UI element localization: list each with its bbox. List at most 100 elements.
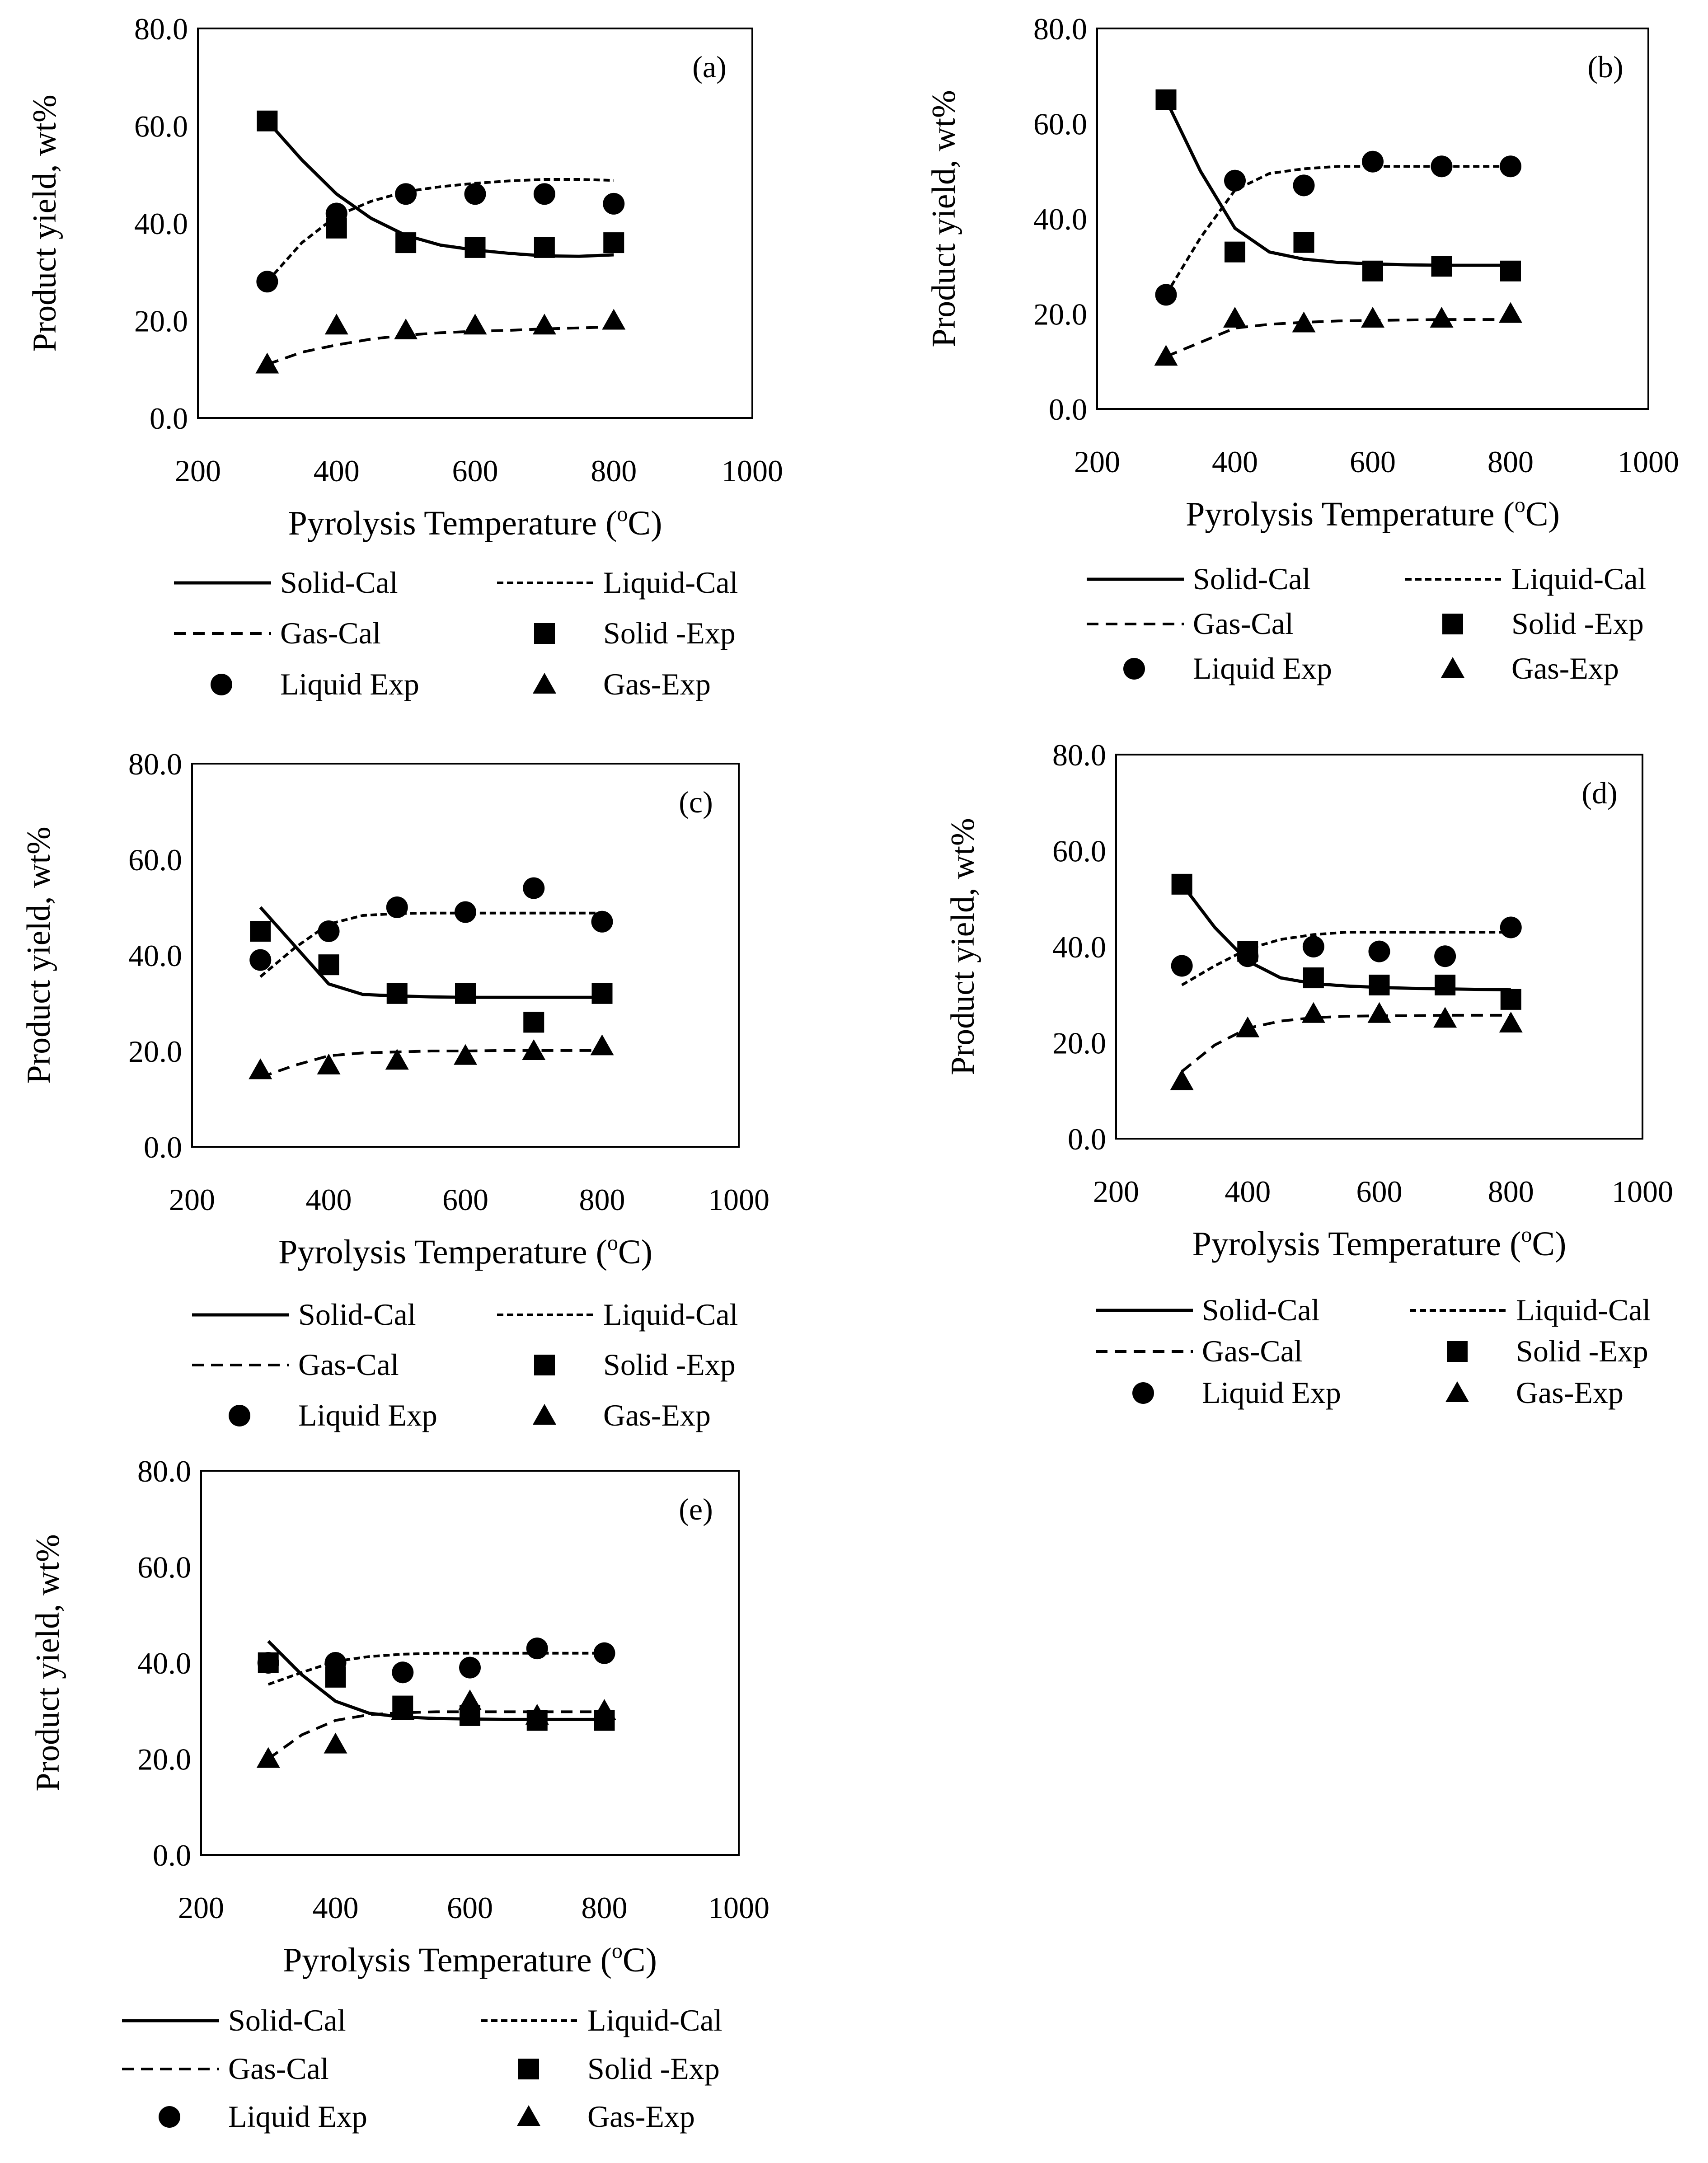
legend-liquid-exp-swatch — [159, 2106, 180, 2128]
legend-solid-cal-label: Solid-Cal — [228, 2003, 346, 2037]
solid-exp-point — [603, 232, 624, 253]
legend-solid-exp-label: Solid -Exp — [1511, 606, 1644, 641]
gas-exp-point — [1430, 307, 1454, 328]
gas-exp-point — [324, 1732, 347, 1754]
x-tick-label: 600 — [442, 1182, 488, 1217]
legend-liquid-exp-swatch — [1132, 1382, 1154, 1404]
legend-gas-exp-swatch — [517, 2105, 540, 2126]
legend-gas-exp-swatch — [533, 673, 556, 694]
liquid-exp-point — [1431, 155, 1453, 178]
chart-panel: 0.0 20.0 40.0 60.0 80.0 200 400 600 800 1000 (d) Pr… — [944, 738, 1673, 1410]
gas-exp-point — [1499, 1012, 1523, 1032]
legend-gas-cal-label: Gas-Cal — [280, 616, 381, 650]
gas-exp-point — [249, 1058, 272, 1079]
y-tick-label: 20.0 — [1052, 1026, 1106, 1060]
gas-exp-point — [256, 1747, 280, 1768]
liquid-exp-point — [1368, 940, 1390, 962]
liquid-exp-point — [392, 1661, 414, 1684]
liquid-exp-point — [1155, 284, 1177, 306]
x-axis-label-text: Pyrolysis Temperature ( — [1186, 495, 1515, 533]
solid-exp-point — [1435, 975, 1456, 995]
gas-exp-point — [1154, 345, 1178, 366]
y-axis-label: Product yield, wt% — [29, 1534, 66, 1791]
gas-cal-line — [1181, 1013, 1511, 1073]
solid-cal-line — [259, 906, 602, 999]
gas-exp-point — [522, 1039, 546, 1060]
legend: Solid-Cal Liquid-Cal Gas-Cal Solid -Exp Liqu… — [1087, 562, 1646, 685]
legend: Solid-Cal Liquid-Cal Gas-Cal Solid -Exp Liqu… — [192, 1297, 738, 1432]
solid-exp-point — [318, 954, 339, 976]
x-tick-label: 400 — [313, 1891, 359, 1925]
liquid-exp-point — [256, 271, 278, 293]
y-tick-label: 40.0 — [1033, 202, 1087, 236]
solid-exp-point — [534, 237, 555, 258]
solid-cal-line — [267, 1640, 605, 1721]
x-tick-label: 200 — [1074, 445, 1120, 479]
solid-exp-point — [591, 983, 613, 1004]
solid-exp-point — [455, 983, 476, 1004]
gas-exp-point — [463, 314, 487, 335]
gas-exp-point — [1499, 302, 1522, 323]
solid-cal-line — [1164, 99, 1511, 267]
liquid-cal-line — [1164, 165, 1511, 296]
legend-solid-exp-swatch — [1442, 614, 1463, 634]
gas-exp-point — [317, 1053, 341, 1074]
liquid-exp-point — [533, 183, 555, 205]
liquid-exp-point — [464, 183, 486, 205]
liquid-exp-point — [603, 192, 625, 215]
gas-exp-point — [1236, 1016, 1260, 1037]
legend: Solid-Cal Liquid-Cal Gas-Cal Solid -Exp Liqu… — [174, 565, 738, 701]
x-tick-label: 400 — [1212, 445, 1258, 479]
x-tick-label: 600 — [1350, 445, 1396, 479]
x-tick-label: 600 — [1356, 1174, 1403, 1209]
liquid-exp-point — [395, 183, 417, 205]
plot-frame — [197, 28, 753, 419]
x-tick-label: 400 — [306, 1182, 352, 1217]
x-tick-label: 800 — [582, 1891, 628, 1925]
legend-solid-exp-swatch — [534, 623, 555, 644]
legend-liquid-exp-swatch — [229, 1405, 250, 1426]
legend-solid-exp-swatch — [518, 2059, 539, 2079]
x-axis-label: Pyrolysis Temperature (oC) — [1186, 493, 1560, 533]
x-tick-label: 600 — [447, 1891, 493, 1925]
y-tick-label: 0.0 — [1068, 1122, 1106, 1156]
legend-gas-exp-swatch — [1445, 1381, 1469, 1402]
x-axis-label: Pyrolysis Temperature (oC) — [283, 1939, 657, 1979]
liquid-exp-point — [1237, 945, 1259, 967]
x-axis-label-unit: C) — [618, 1233, 652, 1271]
x-axis-label-degree: o — [1521, 1223, 1532, 1247]
plot-frame — [191, 763, 740, 1148]
gas-exp-point — [454, 1044, 477, 1065]
panel-label: (d) — [1581, 776, 1617, 810]
gas-cal-line — [1165, 318, 1511, 358]
legend-solid-exp-label: Solid -Exp — [603, 616, 736, 650]
x-tick-label: 1000 — [1618, 445, 1679, 479]
x-axis-label-degree: o — [1515, 493, 1525, 517]
solid-exp-point — [1155, 89, 1177, 110]
panel-label: (a) — [692, 50, 726, 84]
x-tick-label: 400 — [314, 454, 360, 488]
liquid-exp-point — [257, 1652, 279, 1674]
y-tick-label: 80.0 — [1052, 738, 1106, 772]
panel-label: (e) — [679, 1492, 713, 1526]
liquid-exp-point — [1171, 955, 1193, 977]
gas-exp-point — [1361, 307, 1384, 328]
liquid-exp-point — [455, 901, 476, 923]
gas-exp-point — [525, 1703, 549, 1725]
y-tick-label: 60.0 — [128, 843, 182, 877]
y-tick-label: 40.0 — [134, 206, 188, 241]
gas-cal-line — [260, 1049, 602, 1079]
legend-liquid-cal-label: Liquid-Cal — [1511, 562, 1646, 596]
gas-exp-point — [1367, 1002, 1391, 1023]
legend-solid-cal-label: Solid-Cal — [280, 565, 398, 600]
y-tick-label: 0.0 — [150, 401, 188, 436]
legend-liquid-exp-label: Liquid Exp — [298, 1398, 437, 1432]
liquid-exp-point — [526, 1637, 548, 1660]
liquid-cal-line — [266, 178, 614, 283]
legend-liquid-cal-label: Liquid-Cal — [587, 2003, 722, 2037]
x-tick-label: 1000 — [722, 454, 783, 488]
gas-exp-point — [1301, 1002, 1325, 1023]
x-axis-label-text: Pyrolysis Temperature ( — [288, 504, 617, 542]
y-tick-label: 20.0 — [1033, 297, 1087, 332]
